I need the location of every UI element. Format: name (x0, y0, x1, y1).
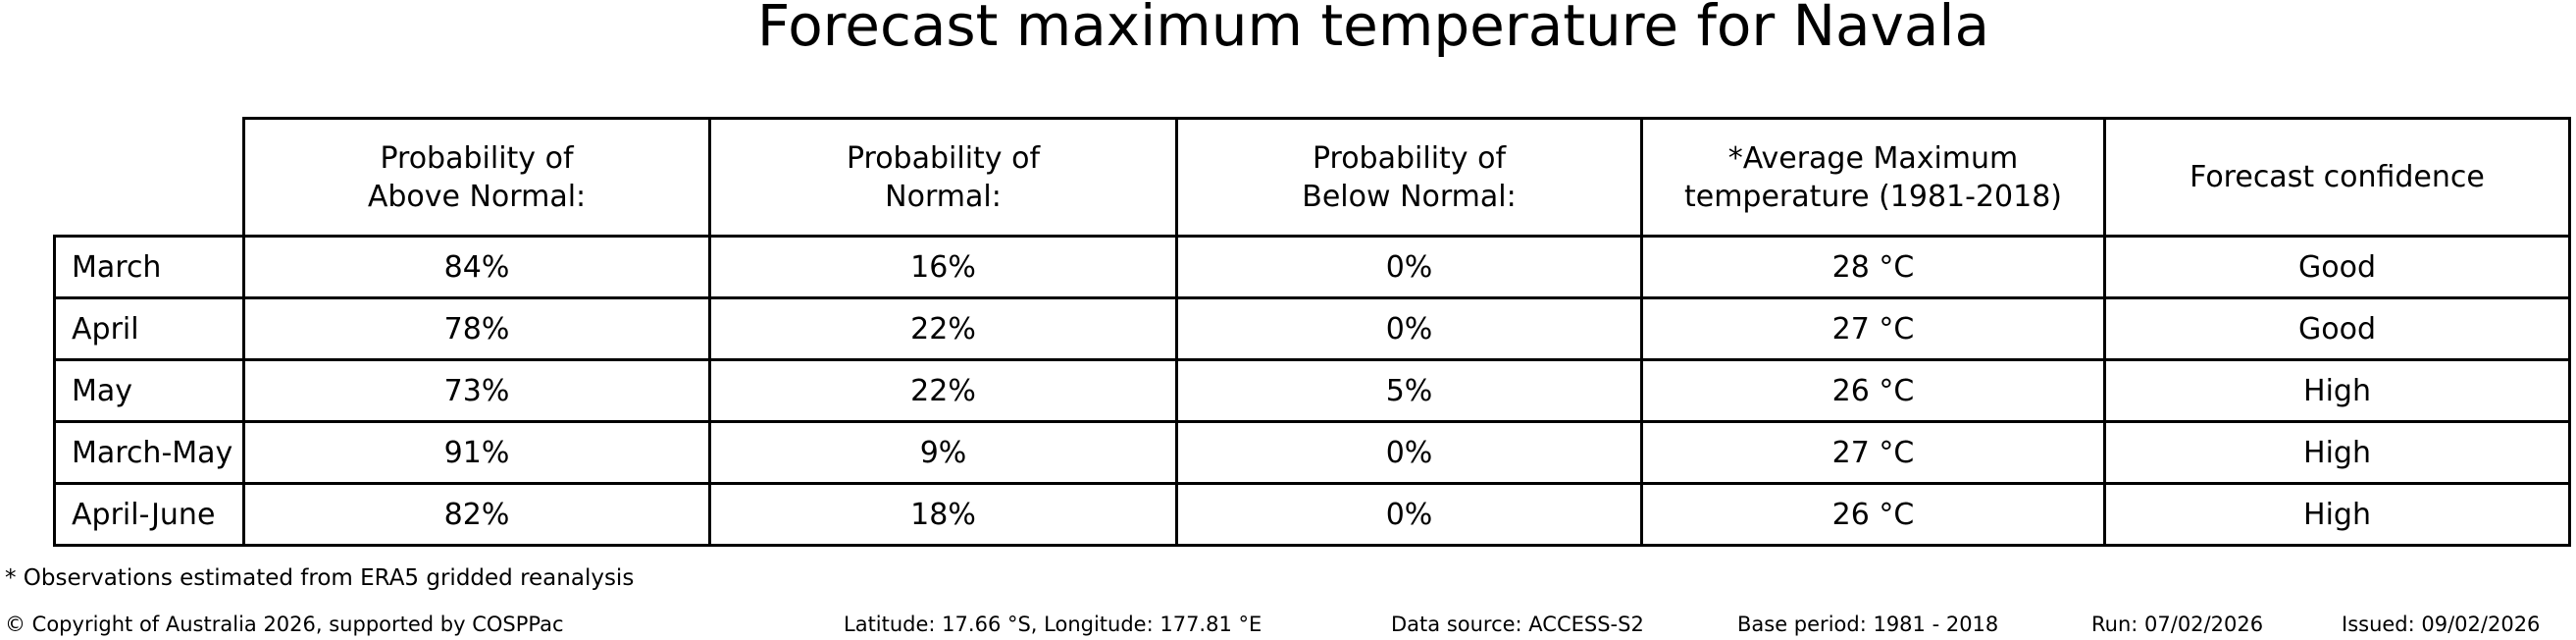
normal-value: 9% (708, 420, 1178, 485)
normal-value: 22% (708, 358, 1178, 423)
period-label: April-June (53, 482, 245, 547)
period-label: May (53, 358, 245, 423)
data-source-text: Data source: ACCESS-S2 (1391, 613, 1644, 636)
header-forecast-confidence: Forecast confidence (2103, 117, 2571, 238)
header-average-max-temp: *Average Maximum temperature (1981-2018) (1640, 117, 2106, 238)
table-row-march-may: March-May 91% 9% 0% 27 °C High (53, 420, 2571, 485)
table-row-may: May 73% 22% 5% 26 °C High (53, 358, 2571, 423)
header-below-normal: Probability of Below Normal: (1175, 117, 1643, 238)
observations-footnote: * Observations estimated from ERA5 gridd… (5, 565, 635, 591)
page-title: Forecast maximum temperature for Navala (756, 0, 1990, 59)
copyright-text: © Copyright of Australia 2026, supported… (5, 613, 564, 636)
base-period-text: Base period: 1981 - 2018 (1737, 613, 1999, 636)
confidence-value: High (2103, 482, 2571, 547)
header-above-normal: Probability of Above Normal: (242, 117, 711, 238)
issued-date-text: Issued: 09/02/2026 (2342, 613, 2541, 636)
below-normal-value: 0% (1175, 482, 1643, 547)
above-normal-value: 84% (242, 235, 711, 299)
table-row-april-june: April-June 82% 18% 0% 26 °C High (53, 482, 2571, 547)
average-max-temp-value: 28 °C (1640, 235, 2106, 299)
header-empty-cell (55, 119, 244, 237)
table-header-row: Probability of Above Normal: Probability… (55, 117, 2571, 238)
normal-value: 16% (708, 235, 1178, 299)
normal-value: 22% (708, 296, 1178, 361)
above-normal-value: 91% (242, 420, 711, 485)
period-label: March-May (53, 420, 245, 485)
above-normal-value: 73% (242, 358, 711, 423)
normal-value: 18% (708, 482, 1178, 547)
forecast-table: Probability of Above Normal: Probability… (53, 117, 2571, 547)
confidence-value: High (2103, 358, 2571, 423)
average-max-temp-value: 26 °C (1640, 358, 2106, 423)
period-label: March (53, 235, 245, 299)
confidence-value: Good (2103, 296, 2571, 361)
confidence-value: Good (2103, 235, 2571, 299)
confidence-value: High (2103, 420, 2571, 485)
header-normal: Probability of Normal: (708, 117, 1178, 238)
table-row-april: April 78% 22% 0% 27 °C Good (53, 296, 2571, 361)
average-max-temp-value: 26 °C (1640, 482, 2106, 547)
period-label: April (53, 296, 245, 361)
below-normal-value: 5% (1175, 358, 1643, 423)
above-normal-value: 78% (242, 296, 711, 361)
above-normal-value: 82% (242, 482, 711, 547)
run-date-text: Run: 07/02/2026 (2091, 613, 2264, 636)
below-normal-value: 0% (1175, 420, 1643, 485)
average-max-temp-value: 27 °C (1640, 420, 2106, 485)
coordinates-text: Latitude: 17.66 °S, Longitude: 177.81 °E (844, 613, 1262, 636)
average-max-temp-value: 27 °C (1640, 296, 2106, 361)
table-row-march: March 84% 16% 0% 28 °C Good (53, 235, 2571, 299)
below-normal-value: 0% (1175, 296, 1643, 361)
below-normal-value: 0% (1175, 235, 1643, 299)
